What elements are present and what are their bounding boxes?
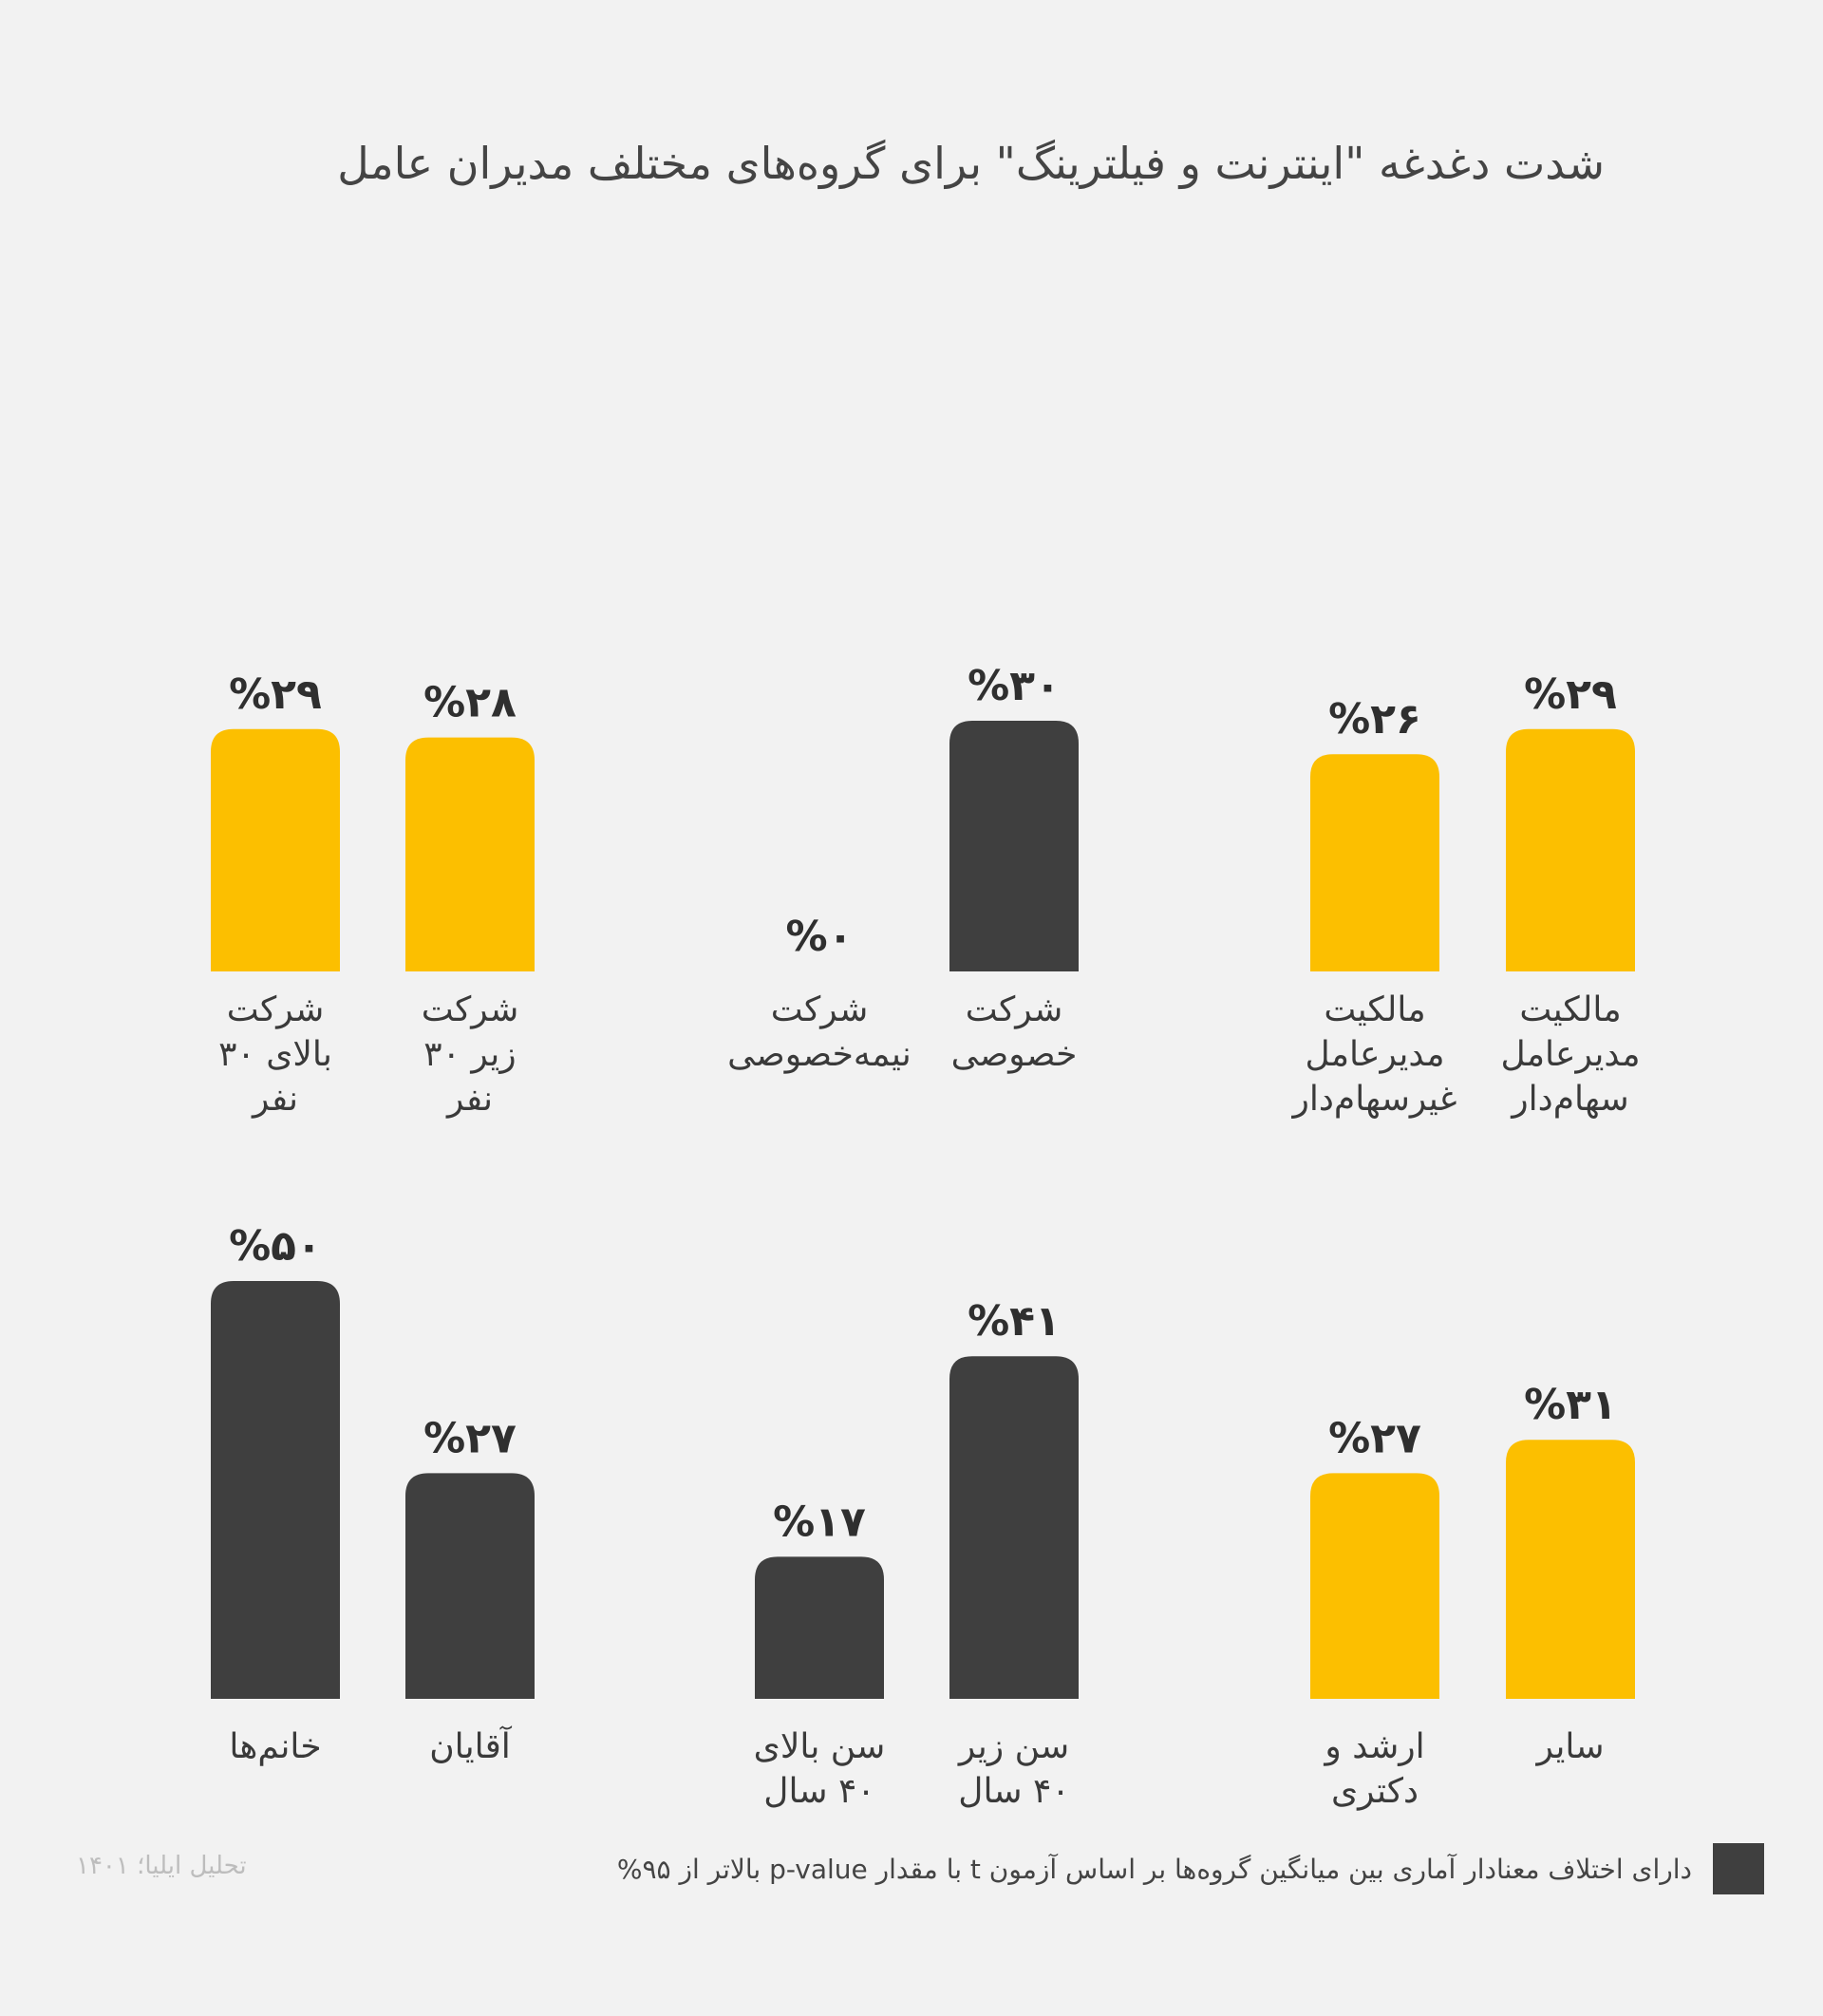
- value-label-0.0: %۲۹: [1524, 670, 1617, 719]
- legend: دارای اختلاف معنادار آماری بین میانگین گ…: [617, 1843, 1764, 1894]
- legend-swatch: [1713, 1843, 1764, 1894]
- bar-1.0: [949, 721, 1079, 971]
- value-label-5.0: %۲۷: [423, 1414, 517, 1462]
- category-label-2.1: شرکت بالای ۳۰ نفر: [218, 990, 332, 1119]
- value-label-3.0: %۳۱: [1524, 1381, 1617, 1429]
- legend-text: دارای اختلاف معنادار آماری بین میانگین گ…: [616, 1853, 1692, 1885]
- category-label-2.0: شرکت زیر ۳۰ نفر: [421, 990, 519, 1119]
- category-label-3.1: ارشد و دکتری: [1325, 1727, 1425, 1811]
- bar-2.1: [211, 728, 340, 971]
- bar-0.0: [1506, 728, 1635, 971]
- source-credit: تحلیل ایلیا؛ ۱۴۰۱: [76, 1852, 247, 1880]
- chart-plot: %۲۹ %۲۶ %۳۰ %۰ %۲۸ %۲۹ %۳۱ %۲۷ %۴۱ %۱۷ %۲۷ %۵۰: [211, 662, 1635, 1699]
- value-label-5.1: %۵۰: [229, 1222, 322, 1271]
- bar-5.0: [405, 1473, 535, 1699]
- value-label-2.0: %۲۸: [423, 679, 517, 727]
- category-label-4.1: سن بالای ۴۰ سال: [753, 1727, 886, 1811]
- category-label-0.0: مالکیت مدیرعامل سهام‌دار: [1500, 990, 1641, 1119]
- category-label-5.1: خانم‌ها: [229, 1727, 322, 1766]
- category-label-1.0: شرکت خصوصی: [950, 990, 1078, 1074]
- bar-4.1: [755, 1556, 884, 1699]
- value-label-2.1: %۲۹: [229, 670, 322, 719]
- chart-title: شدت دغدغه "اینترنت و فیلترینگ" برای گروه…: [337, 138, 1605, 189]
- value-label-1.0: %۳۰: [968, 662, 1061, 710]
- bar-3.1: [1310, 1473, 1439, 1699]
- value-label-0.1: %۲۶: [1328, 695, 1421, 744]
- bar-2.0: [405, 737, 535, 971]
- category-label-0.1: مالکیت مدیرعامل غیرسهام‌دار: [1292, 990, 1457, 1119]
- bar-4.0: [949, 1356, 1079, 1699]
- value-label-3.1: %۲۷: [1328, 1414, 1421, 1462]
- value-label-4.1: %۱۷: [773, 1498, 866, 1546]
- bar-5.1: [211, 1281, 340, 1699]
- category-label-1.1: شرکت نیمه‌خصوصی: [727, 990, 912, 1074]
- bar-3.0: [1506, 1440, 1635, 1699]
- category-label-5.0: آقایان: [429, 1727, 511, 1766]
- category-label-4.0: سن زیر ۴۰ سال: [958, 1727, 1070, 1811]
- category-label-3.0: سایر: [1536, 1727, 1605, 1766]
- bar-0.1: [1310, 754, 1439, 971]
- value-label-1.1: %۰: [786, 913, 854, 961]
- value-label-4.0: %۴۱: [968, 1297, 1061, 1346]
